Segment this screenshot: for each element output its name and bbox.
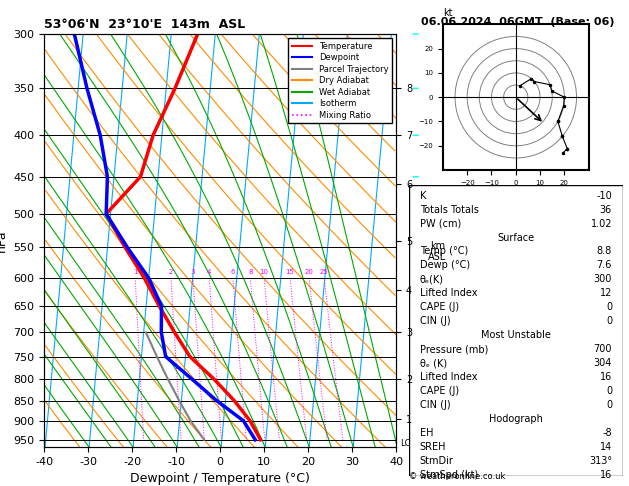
Text: PW (cm): PW (cm) [420, 219, 461, 228]
Text: Totals Totals: Totals Totals [420, 205, 479, 214]
Text: 36: 36 [600, 205, 612, 214]
Text: StmSpd (kt): StmSpd (kt) [420, 470, 478, 481]
Text: 2: 2 [169, 269, 173, 275]
Text: 304: 304 [594, 359, 612, 368]
Text: 12: 12 [599, 289, 612, 298]
Text: StmDir: StmDir [420, 456, 454, 467]
Text: CIN (J): CIN (J) [420, 400, 450, 411]
Text: 313°: 313° [589, 456, 612, 467]
Text: 16: 16 [600, 372, 612, 382]
Text: 0: 0 [606, 400, 612, 411]
Text: 06.06.2024  06GMT  (Base: 06): 06.06.2024 06GMT (Base: 06) [421, 17, 615, 27]
Text: 6: 6 [231, 269, 235, 275]
Text: θₑ (K): θₑ (K) [420, 359, 447, 368]
Text: CAPE (J): CAPE (J) [420, 302, 459, 312]
Text: LCL: LCL [400, 439, 415, 448]
Text: 25: 25 [320, 269, 328, 275]
Text: Most Unstable: Most Unstable [481, 330, 551, 341]
Text: Surface: Surface [497, 232, 535, 243]
Text: kt: kt [443, 8, 452, 18]
Text: 300: 300 [594, 275, 612, 284]
Text: CIN (J): CIN (J) [420, 316, 450, 327]
Text: θₑ(K): θₑ(K) [420, 275, 443, 284]
Text: CAPE (J): CAPE (J) [420, 386, 459, 397]
Text: 4: 4 [207, 269, 211, 275]
Text: Dewp (°C): Dewp (°C) [420, 260, 470, 271]
Text: SREH: SREH [420, 442, 446, 452]
Text: 20: 20 [304, 269, 314, 275]
Text: 0: 0 [606, 316, 612, 327]
Y-axis label: hPa: hPa [0, 229, 8, 252]
Text: Pressure (mb): Pressure (mb) [420, 345, 488, 354]
Text: Lifted Index: Lifted Index [420, 289, 477, 298]
Text: EH: EH [420, 429, 433, 438]
FancyBboxPatch shape [409, 185, 623, 476]
Text: 15: 15 [286, 269, 294, 275]
Text: -8: -8 [603, 429, 612, 438]
Text: 8: 8 [248, 269, 253, 275]
Text: 0: 0 [606, 386, 612, 397]
Text: 14: 14 [600, 442, 612, 452]
X-axis label: Dewpoint / Temperature (°C): Dewpoint / Temperature (°C) [130, 472, 310, 486]
Text: 8.8: 8.8 [597, 246, 612, 257]
Text: 16: 16 [600, 470, 612, 481]
Text: 0: 0 [606, 302, 612, 312]
Text: -10: -10 [596, 191, 612, 201]
Text: Hodograph: Hodograph [489, 415, 543, 424]
Text: 700: 700 [594, 345, 612, 354]
Text: 1.02: 1.02 [591, 219, 612, 228]
Text: Lifted Index: Lifted Index [420, 372, 477, 382]
Legend: Temperature, Dewpoint, Parcel Trajectory, Dry Adiabat, Wet Adiabat, Isotherm, Mi: Temperature, Dewpoint, Parcel Trajectory… [288, 38, 392, 123]
Text: 7.6: 7.6 [597, 260, 612, 271]
Text: 10: 10 [260, 269, 269, 275]
Y-axis label: km
ASL: km ASL [428, 241, 447, 262]
Text: Temp (°C): Temp (°C) [420, 246, 468, 257]
Text: 1: 1 [133, 269, 138, 275]
Text: 53°06'N  23°10'E  143m  ASL: 53°06'N 23°10'E 143m ASL [44, 18, 245, 32]
Text: 3: 3 [191, 269, 195, 275]
Text: © weatheronline.co.uk: © weatheronline.co.uk [409, 472, 505, 481]
Text: K: K [420, 191, 426, 201]
